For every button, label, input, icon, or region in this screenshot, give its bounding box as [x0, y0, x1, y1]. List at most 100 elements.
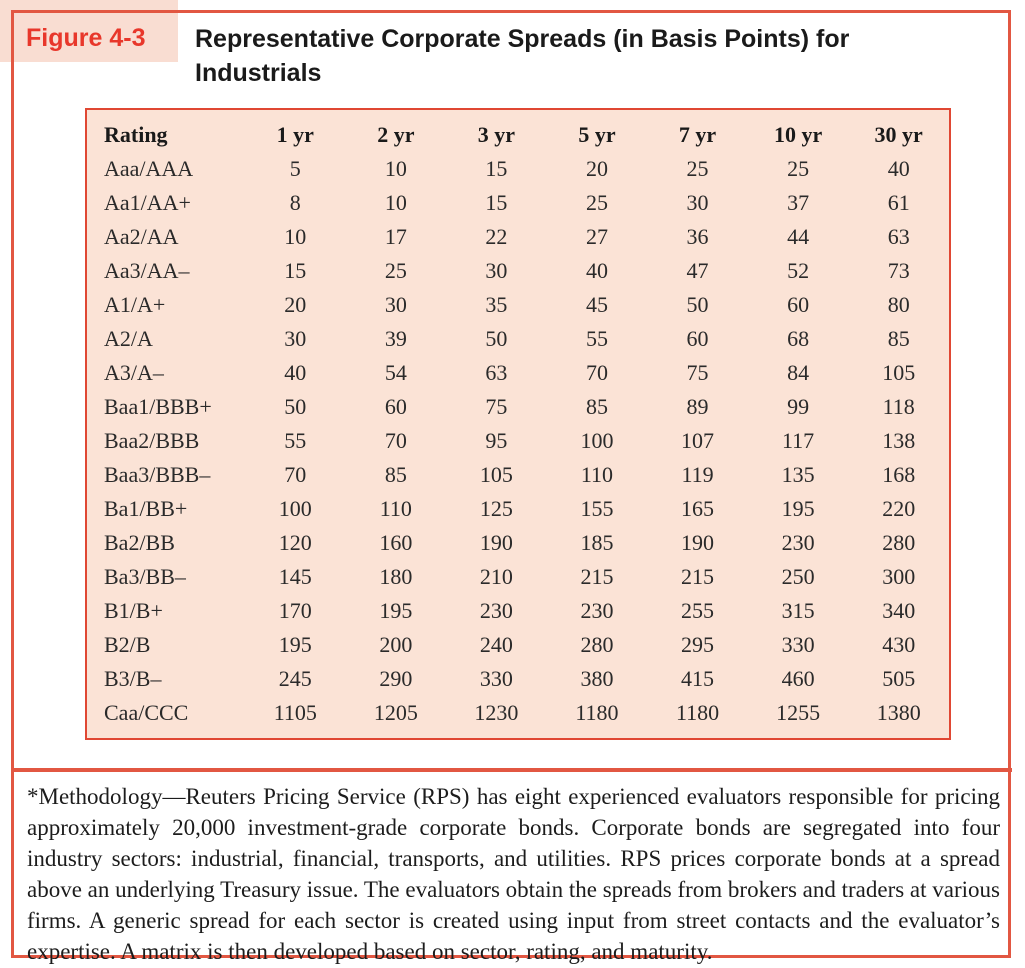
spread-cell: 165 [681, 496, 715, 521]
spread-cell: 120 [278, 530, 312, 555]
spread-cell: 85 [585, 394, 608, 419]
spread-cell: 170 [278, 598, 312, 623]
spreads-table-box: Rating 1 yr 2 yr 3 yr 5 yr 7 yr 10 yr 30… [85, 108, 951, 740]
rating-cell: Baa2/BBB [104, 428, 200, 453]
spread-cell: 73 [887, 258, 910, 283]
spread-cell: 39 [384, 326, 407, 351]
spread-cell: 117 [782, 428, 815, 453]
rating-cell: B1/B+ [104, 598, 163, 623]
table-header-row: Rating 1 yr 2 yr 3 yr 5 yr 7 yr 10 yr 30… [87, 118, 949, 152]
spread-cell: 37 [787, 190, 810, 215]
spread-cell: 15 [485, 156, 508, 181]
table-row: Aaa/AAA 5 10 15 20 25 25 40 [87, 152, 949, 186]
spread-cell: 63 [485, 360, 508, 385]
table-row: B2/B 195 200 240 280 295 330 430 [87, 628, 949, 662]
spread-cell: 63 [887, 224, 910, 249]
figure-title: Representative Corporate Spreads (in Bas… [195, 22, 849, 90]
spread-cell: 105 [882, 360, 916, 385]
spread-cell: 25 [686, 156, 709, 181]
spread-cell: 315 [781, 598, 815, 623]
spread-cell: 20 [284, 292, 307, 317]
spread-cell: 245 [278, 666, 312, 691]
spread-cell: 20 [585, 156, 608, 181]
spread-cell: 460 [781, 666, 815, 691]
spread-cell: 160 [379, 530, 413, 555]
spread-cell: 230 [479, 598, 513, 623]
table-row: Ba1/BB+ 100 110 125 155 165 195 220 [87, 492, 949, 526]
spread-cell: 195 [781, 496, 815, 521]
spread-cell: 255 [681, 598, 715, 623]
column-header: 3 yr [477, 122, 516, 147]
spread-cell: 5 [289, 156, 301, 181]
spread-cell: 36 [686, 224, 709, 249]
spread-cell: 215 [681, 564, 715, 589]
spread-cell: 61 [887, 190, 910, 215]
spread-cell: 250 [781, 564, 815, 589]
spread-cell: 185 [580, 530, 614, 555]
spread-cell: 340 [882, 598, 916, 623]
spread-cell: 60 [686, 326, 709, 351]
spread-cell: 155 [580, 496, 614, 521]
table-row: Baa3/BBB– 70 85 105 110 119 135 168 [87, 458, 949, 492]
table-row: Aa1/AA+ 8 10 15 25 30 37 61 [87, 186, 949, 220]
rating-cell: Ba1/BB+ [104, 496, 188, 521]
spread-cell: 75 [686, 360, 709, 385]
spread-cell: 47 [686, 258, 709, 283]
spread-cell: 110 [379, 496, 412, 521]
spread-cell: 145 [278, 564, 312, 589]
table-row: A1/A+ 20 30 35 45 50 60 80 [87, 288, 949, 322]
spread-cell: 100 [278, 496, 312, 521]
spread-cell: 215 [580, 564, 614, 589]
spread-cell: 70 [384, 428, 407, 453]
spread-cell: 15 [485, 190, 508, 215]
spread-cell: 380 [580, 666, 614, 691]
spread-cell: 240 [479, 632, 513, 657]
spread-cell: 280 [882, 530, 916, 555]
table-row: Caa/CCC 1105 1205 1230 1180 1180 1255 1380 [87, 696, 949, 730]
spread-cell: 55 [284, 428, 307, 453]
figure-title-line1: Representative Corporate Spreads (in Bas… [195, 25, 850, 53]
spread-cell: 118 [882, 394, 915, 419]
spread-cell: 40 [284, 360, 307, 385]
spread-cell: 17 [384, 224, 407, 249]
spread-cell: 1230 [474, 700, 519, 725]
spread-cell: 10 [284, 224, 307, 249]
spread-cell: 85 [384, 462, 407, 487]
rating-cell: Baa3/BBB– [104, 462, 211, 487]
spread-cell: 210 [479, 564, 513, 589]
spread-cell: 280 [580, 632, 614, 657]
table-row: Aa3/AA– 15 25 30 40 47 52 73 [87, 254, 949, 288]
spread-cell: 1205 [373, 700, 418, 725]
spread-cell: 190 [681, 530, 715, 555]
spread-cell: 84 [787, 360, 810, 385]
spread-cell: 330 [479, 666, 513, 691]
rating-cell: Caa/CCC [104, 700, 189, 725]
spread-cell: 230 [580, 598, 614, 623]
spread-cell: 200 [379, 632, 413, 657]
spread-cell: 70 [585, 360, 608, 385]
spread-cell: 100 [580, 428, 614, 453]
spread-cell: 60 [384, 394, 407, 419]
table-row: A3/A– 40 54 63 70 75 84 105 [87, 356, 949, 390]
spread-cell: 80 [887, 292, 910, 317]
spread-cell: 430 [882, 632, 916, 657]
spread-cell: 40 [585, 258, 608, 283]
figure-title-line2: Industrials [195, 59, 322, 87]
spread-cell: 75 [485, 394, 508, 419]
spread-cell: 135 [781, 462, 815, 487]
spread-cell: 27 [585, 224, 608, 249]
spread-cell: 10 [384, 190, 407, 215]
spread-cell: 1255 [776, 700, 821, 725]
spread-cell: 125 [479, 496, 513, 521]
spread-cell: 30 [284, 326, 307, 351]
spread-cell: 330 [781, 632, 815, 657]
spread-cell: 52 [787, 258, 810, 283]
methodology-footnote: *Methodology—Reuters Pricing Service (RP… [27, 784, 1000, 964]
column-header: 1 yr [276, 122, 314, 147]
spread-cell: 119 [681, 462, 714, 487]
spread-cell: 60 [787, 292, 810, 317]
spreads-table: Rating 1 yr 2 yr 3 yr 5 yr 7 yr 10 yr 30… [87, 118, 949, 730]
spread-cell: 15 [284, 258, 307, 283]
column-header: 5 yr [578, 122, 616, 147]
